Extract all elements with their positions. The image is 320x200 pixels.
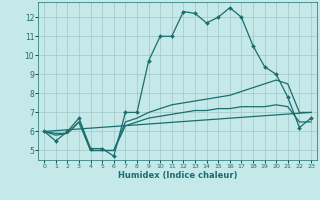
X-axis label: Humidex (Indice chaleur): Humidex (Indice chaleur): [118, 171, 237, 180]
